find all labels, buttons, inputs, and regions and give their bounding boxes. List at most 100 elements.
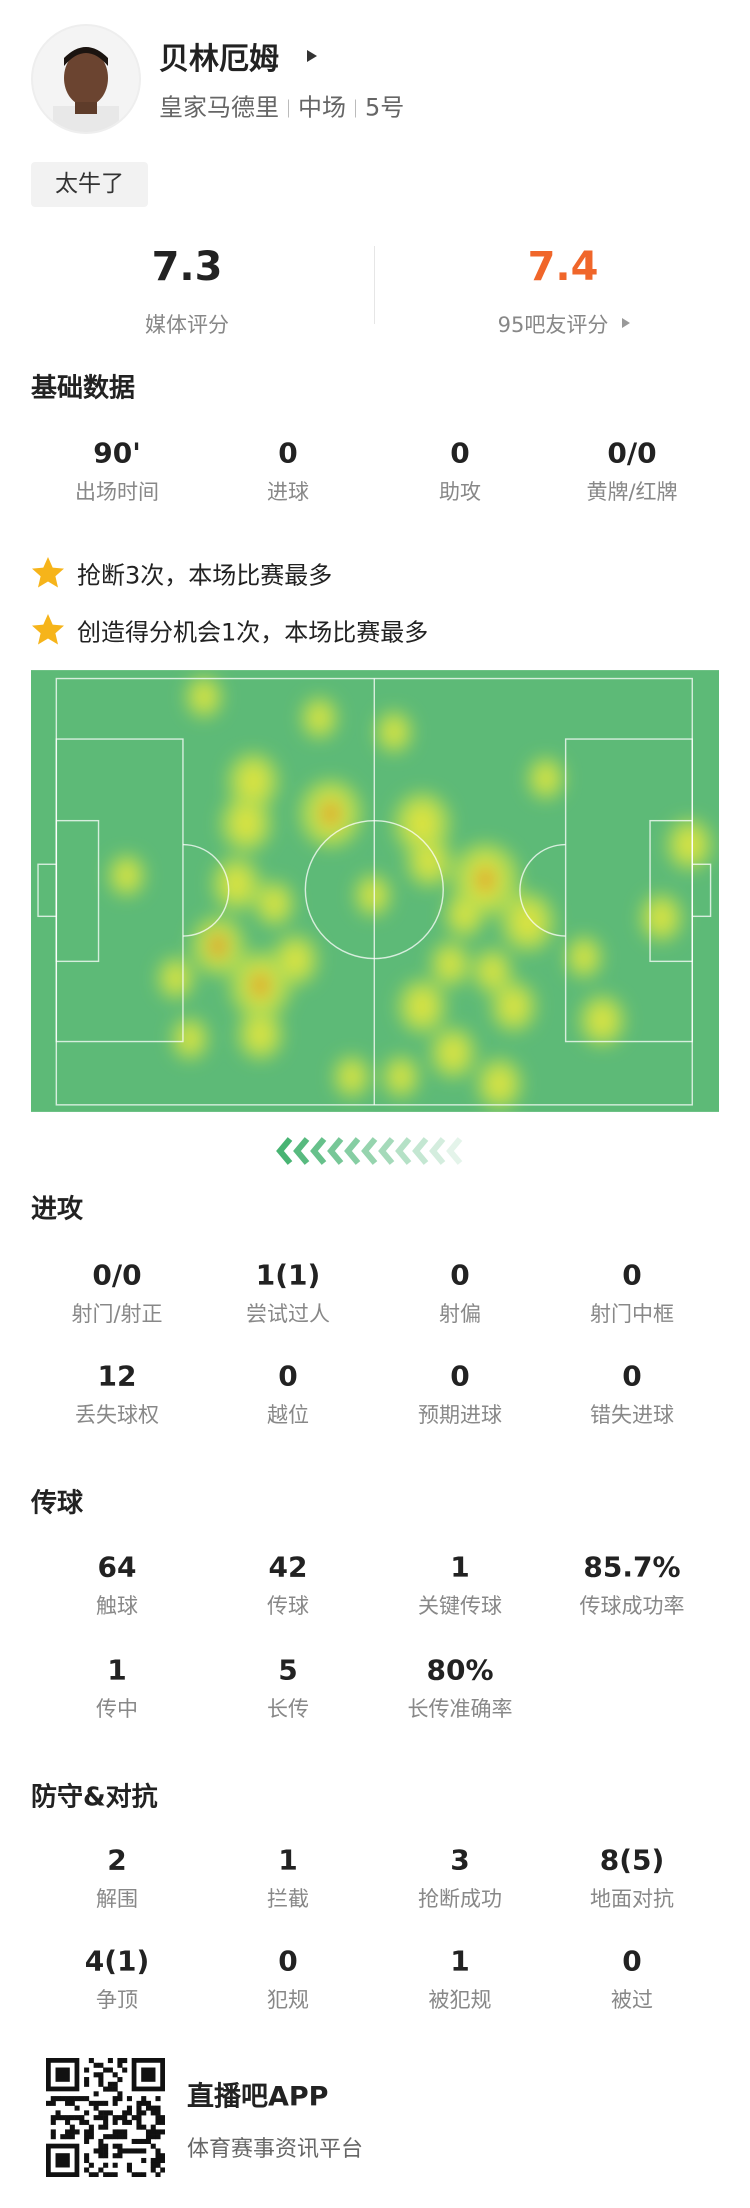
- qr-module: [136, 2110, 142, 2116]
- qr-module: [126, 2096, 132, 2102]
- qr-module: [98, 2143, 104, 2149]
- qr-finder-core: [55, 2067, 70, 2082]
- qr-module: [136, 2138, 142, 2144]
- heat-core: [365, 885, 381, 906]
- qr-module: [98, 2138, 104, 2144]
- stat-label: 射门/射正: [71, 1302, 163, 1326]
- stat-label: 越位: [267, 1403, 309, 1427]
- qr-module: [155, 2172, 161, 2177]
- stat-label: 丢失球权: [75, 1403, 159, 1427]
- qr-module: [126, 2162, 132, 2168]
- qr-module: [84, 2153, 90, 2159]
- qr-module: [84, 2119, 90, 2125]
- qr-module: [117, 2096, 123, 2102]
- heat-core: [489, 1070, 510, 1098]
- qr-module: [136, 2124, 142, 2130]
- chevron: [310, 1137, 327, 1165]
- qr-module: [141, 2096, 147, 2102]
- qr-module: [88, 2134, 94, 2140]
- qr-module: [98, 2062, 104, 2068]
- qr-module: [117, 2062, 123, 2068]
- qr-module: [145, 2138, 152, 2144]
- qr-module: [150, 2157, 156, 2164]
- qr-finder: [46, 2143, 80, 2177]
- stat-value: 0: [278, 1359, 298, 1393]
- qr-module: [155, 2153, 161, 2159]
- highlight-text: 抢断3次，本场比赛最多: [77, 561, 333, 590]
- qr-module: [126, 2110, 132, 2116]
- qr-module: [84, 2167, 90, 2173]
- stat-label: 射门中框: [590, 1302, 674, 1326]
- heat-core: [386, 721, 402, 743]
- qr-module: [107, 2134, 113, 2140]
- qr-module: [150, 2143, 156, 2149]
- stat-value: 85.7%: [583, 1550, 681, 1584]
- qr-module: [112, 2072, 118, 2078]
- qr-module: [88, 2100, 94, 2106]
- heat-core: [393, 1066, 409, 1087]
- avatar[interactable]: [31, 24, 141, 134]
- qr-module: [107, 2172, 113, 2177]
- qr-module: [65, 2096, 71, 2102]
- qr-module: [69, 2124, 75, 2130]
- qr-module: [88, 2129, 94, 2135]
- separator: [288, 99, 289, 118]
- qr-module: [145, 2134, 152, 2140]
- qr-module: [65, 2129, 71, 2135]
- rating-label: 媒体评分: [145, 313, 229, 337]
- qr-module: [98, 2072, 104, 2078]
- qr-module: [112, 2162, 118, 2168]
- stat-label: 传球成功率: [579, 1594, 685, 1618]
- qr-module: [103, 2162, 109, 2168]
- stat-label: 解围: [96, 1887, 138, 1911]
- heat-core: [285, 946, 306, 974]
- qr-module: [98, 2100, 104, 2106]
- qr-module: [65, 2100, 71, 2106]
- app-slogan: 体育赛事资讯平台: [187, 2137, 364, 2162]
- qr-module: [88, 2124, 94, 2130]
- qr-module: [69, 2096, 75, 2102]
- qr-module: [107, 2081, 113, 2087]
- qr-module: [103, 2100, 109, 2106]
- qr-finder-core: [55, 2153, 70, 2168]
- stat-value: 2: [107, 1843, 127, 1877]
- name-arrow: [307, 50, 317, 62]
- qr-module: [122, 2067, 128, 2073]
- qr-module: [145, 2105, 152, 2111]
- heat-core: [182, 1028, 198, 1049]
- qr-module: [79, 2115, 85, 2121]
- chevron: [361, 1137, 378, 1165]
- qr-module: [84, 2081, 90, 2087]
- avatar-image: [53, 47, 119, 132]
- qr-module: [98, 2153, 104, 2159]
- qr-module: [126, 2167, 132, 2173]
- tag[interactable]: 太牛了: [31, 162, 148, 207]
- direction-arrows: [276, 1137, 463, 1165]
- qr-module: [84, 2134, 90, 2140]
- qr-module: [103, 2115, 109, 2121]
- chevron: [344, 1137, 361, 1165]
- qr-module: [131, 2115, 137, 2121]
- qr-module: [103, 2119, 109, 2125]
- stat-label: 犯规: [267, 1988, 309, 2012]
- heat-core: [503, 992, 524, 1020]
- heat-core: [442, 1039, 464, 1067]
- qr-module: [103, 2148, 109, 2154]
- qr-module: [88, 2162, 94, 2168]
- chevron: [429, 1137, 446, 1165]
- stat-label: 被过: [611, 1988, 653, 2012]
- player-name[interactable]: 贝林厄姆: [159, 42, 279, 77]
- qr-module: [136, 2119, 142, 2125]
- qr-module: [150, 2110, 156, 2116]
- qr-module: [141, 2157, 147, 2164]
- qr-module: [112, 2172, 118, 2177]
- qr-module: [150, 2134, 156, 2140]
- stat-label: 预期进球: [418, 1403, 502, 1427]
- section-title: 传球: [31, 1488, 84, 1519]
- qr-module: [103, 2110, 109, 2116]
- star-icon: [32, 614, 64, 645]
- qr-module: [117, 2148, 123, 2154]
- qr-module: [84, 2129, 90, 2135]
- qr-module: [155, 2096, 161, 2102]
